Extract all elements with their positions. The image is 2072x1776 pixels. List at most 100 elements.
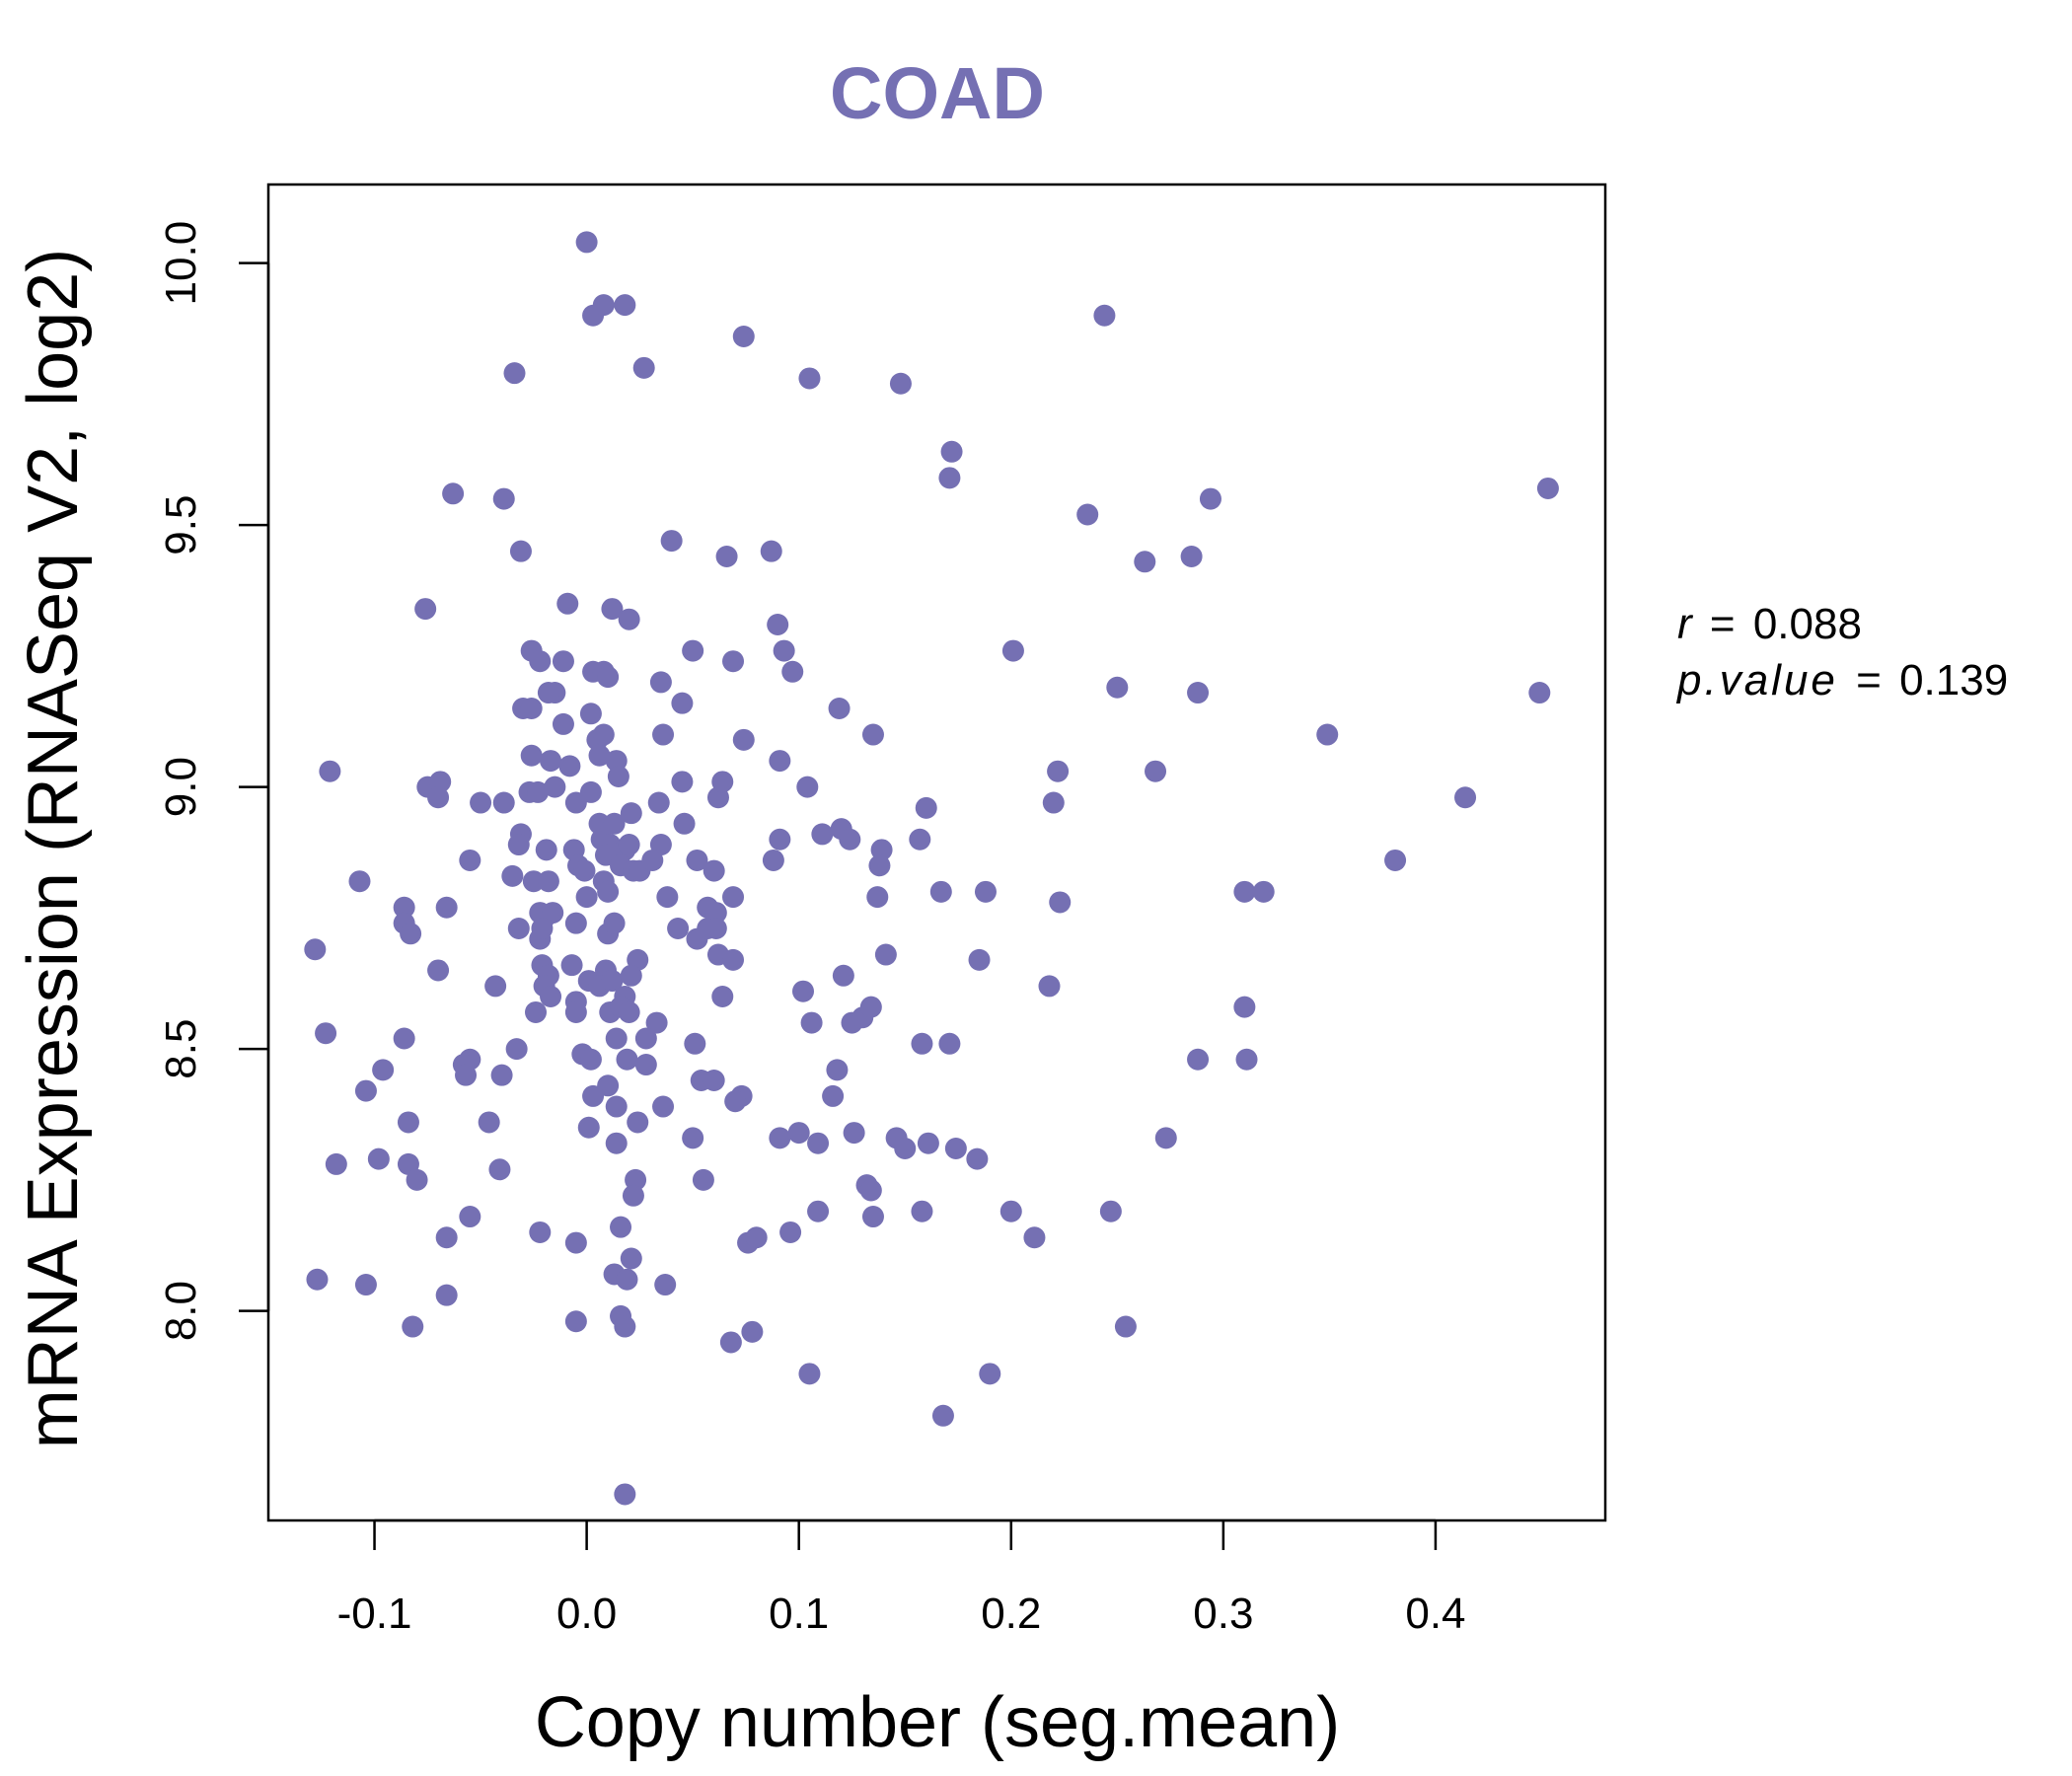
data-point bbox=[722, 650, 745, 673]
data-point bbox=[435, 896, 458, 919]
data-point bbox=[769, 750, 791, 773]
data-point bbox=[575, 231, 598, 254]
data-point bbox=[1233, 996, 1256, 1018]
data-point bbox=[917, 1132, 939, 1154]
correlation-stats: r = 0.088 p.value = 0.139 bbox=[1675, 600, 2008, 704]
data-point bbox=[605, 1027, 628, 1050]
data-point bbox=[620, 964, 642, 987]
data-point bbox=[484, 975, 507, 998]
data-point bbox=[573, 859, 596, 882]
data-point bbox=[306, 1268, 329, 1291]
data-point bbox=[940, 440, 963, 463]
data-point bbox=[711, 771, 734, 793]
data-point bbox=[1023, 1226, 1046, 1249]
data-point bbox=[577, 1116, 600, 1139]
data-point bbox=[822, 1084, 845, 1107]
data-point bbox=[1154, 1127, 1177, 1149]
data-point bbox=[372, 1059, 395, 1081]
data-point bbox=[490, 1064, 513, 1086]
data-point bbox=[616, 1268, 638, 1291]
x-tick-label: -0.1 bbox=[337, 1590, 412, 1638]
data-point bbox=[1049, 891, 1072, 914]
data-point bbox=[406, 1168, 428, 1191]
y-tick-label: 9.0 bbox=[157, 757, 205, 817]
y-axis-title: mRNA Expression (RNASeq V2, log2) bbox=[14, 249, 93, 1448]
data-point bbox=[552, 712, 574, 735]
data-point bbox=[769, 1127, 791, 1149]
x-tick-label: 0.0 bbox=[556, 1590, 617, 1638]
x-tick-label: 0.1 bbox=[769, 1590, 829, 1638]
data-point bbox=[667, 917, 690, 939]
data-point bbox=[1235, 1048, 1258, 1071]
data-point bbox=[503, 362, 526, 385]
data-point bbox=[1536, 477, 1559, 499]
data-point bbox=[575, 886, 598, 909]
data-point bbox=[427, 959, 450, 982]
data-point bbox=[367, 1147, 390, 1170]
data-point bbox=[459, 1206, 481, 1228]
data-point bbox=[556, 592, 579, 615]
data-point bbox=[798, 367, 821, 390]
data-point bbox=[618, 834, 640, 856]
data-point bbox=[605, 1095, 628, 1118]
data-point bbox=[911, 1200, 933, 1222]
data-point bbox=[520, 744, 543, 767]
data-point bbox=[745, 1226, 768, 1249]
data-point bbox=[1093, 304, 1116, 327]
data-point bbox=[319, 760, 341, 782]
data-point bbox=[620, 1247, 642, 1270]
data-point bbox=[931, 1404, 954, 1427]
data-point bbox=[861, 723, 884, 746]
data-point bbox=[1528, 682, 1551, 704]
data-point bbox=[505, 1038, 528, 1061]
data-point bbox=[671, 692, 694, 714]
data-point bbox=[529, 1221, 552, 1243]
data-point bbox=[1047, 760, 1070, 782]
x-tick-label: 0.4 bbox=[1405, 1590, 1465, 1638]
data-point bbox=[552, 650, 574, 673]
data-point bbox=[652, 723, 675, 746]
data-point bbox=[414, 598, 437, 621]
data-point bbox=[843, 1122, 865, 1145]
data-point bbox=[859, 1179, 882, 1202]
data-point bbox=[564, 1231, 587, 1254]
data-point bbox=[507, 834, 530, 856]
data-point bbox=[686, 849, 708, 871]
data-point bbox=[979, 1363, 1001, 1385]
data-point bbox=[1145, 760, 1167, 782]
data-point bbox=[1114, 1315, 1137, 1338]
data-point bbox=[393, 896, 415, 919]
data-point bbox=[540, 986, 562, 1008]
data-point bbox=[649, 671, 672, 694]
data-point bbox=[618, 608, 640, 630]
p-label: p.value bbox=[1675, 656, 1838, 704]
data-point bbox=[781, 660, 804, 683]
data-point bbox=[832, 964, 854, 987]
r-label: r bbox=[1677, 600, 1694, 648]
data-point bbox=[692, 1168, 714, 1191]
r-value: 0.088 bbox=[1753, 600, 1862, 648]
data-point bbox=[999, 1200, 1022, 1222]
data-point bbox=[529, 650, 552, 673]
data-point bbox=[647, 791, 670, 814]
data-point bbox=[601, 598, 624, 621]
data-point bbox=[627, 1111, 649, 1134]
data-point bbox=[455, 1064, 478, 1086]
data-point bbox=[632, 356, 655, 379]
data-point bbox=[800, 1011, 823, 1034]
data-point bbox=[760, 540, 782, 562]
data-point bbox=[1099, 1200, 1122, 1222]
data-point bbox=[564, 1000, 587, 1023]
data-point bbox=[1134, 551, 1156, 573]
data-point bbox=[968, 948, 991, 971]
data-point bbox=[315, 1022, 337, 1045]
data-point bbox=[616, 1048, 638, 1071]
data-point bbox=[645, 1011, 668, 1034]
data-point bbox=[393, 1027, 415, 1050]
data-point bbox=[354, 1274, 377, 1296]
data-point bbox=[866, 886, 889, 909]
r-equals: = bbox=[1710, 600, 1736, 648]
data-point bbox=[520, 697, 543, 719]
y-tick-label: 9.5 bbox=[157, 495, 205, 555]
data-point bbox=[522, 870, 545, 893]
